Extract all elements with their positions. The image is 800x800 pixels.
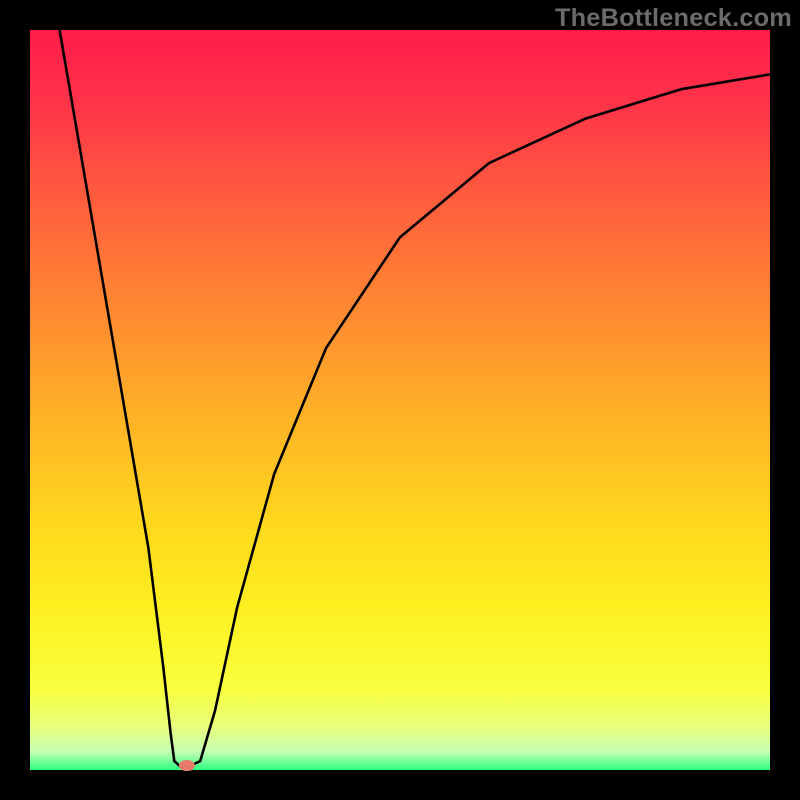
watermark-text: TheBottleneck.com (555, 4, 792, 33)
bottleneck-chart (0, 0, 800, 800)
chart-container: TheBottleneck.com (0, 0, 800, 800)
chart-plot-background (30, 30, 770, 770)
min-marker (179, 760, 195, 771)
